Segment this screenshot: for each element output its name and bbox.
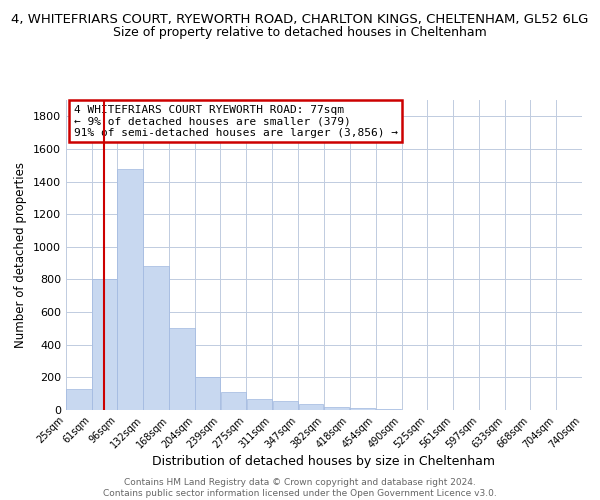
Bar [350,408,376,410]
Text: Contains HM Land Registry data © Crown copyright and database right 2024.
Contai: Contains HM Land Registry data © Crown c… [103,478,497,498]
Y-axis label: Number of detached properties: Number of detached properties [14,162,28,348]
Bar [66,389,92,410]
Text: 4 WHITEFRIARS COURT RYEWORTH ROAD: 77sqm
← 9% of detached houses are smaller (37: 4 WHITEFRIARS COURT RYEWORTH ROAD: 77sqm… [74,104,398,138]
Bar [247,398,272,410]
Bar [299,404,323,410]
Bar [376,409,401,410]
Text: 4, WHITEFRIARS COURT, RYEWORTH ROAD, CHARLTON KINGS, CHELTENHAM, GL52 6LG: 4, WHITEFRIARS COURT, RYEWORTH ROAD, CHA… [11,12,589,26]
Bar [221,392,246,410]
X-axis label: Distribution of detached houses by size in Cheltenham: Distribution of detached houses by size … [152,456,496,468]
Bar [196,378,220,410]
Bar [169,328,195,410]
Bar [324,406,349,410]
Text: Size of property relative to detached houses in Cheltenham: Size of property relative to detached ho… [113,26,487,39]
Bar [92,280,117,410]
Bar [272,401,298,410]
Bar [143,266,169,410]
Bar [118,168,143,410]
